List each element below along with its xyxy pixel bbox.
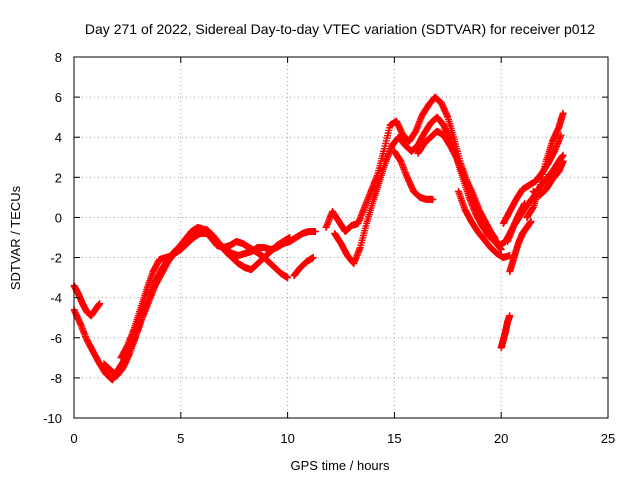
y-tick-label: 6	[55, 90, 62, 105]
series-arc-16	[523, 109, 567, 221]
y-axis-title: SDTVAR / TECUs	[8, 185, 23, 290]
x-tick-label: 10	[280, 431, 294, 446]
data-point	[557, 131, 565, 139]
data-point	[491, 234, 499, 241]
data-points	[70, 93, 567, 384]
plot-frame	[73, 56, 609, 419]
series-arc-4	[117, 223, 292, 362]
data-point	[527, 217, 535, 225]
data-point	[497, 246, 505, 254]
data-point	[96, 300, 104, 308]
y-tick-label: 4	[55, 130, 62, 145]
y-tick-label: 8	[55, 50, 62, 65]
ticks	[73, 56, 609, 419]
x-tick-label: 5	[177, 431, 184, 446]
data-point	[429, 195, 437, 203]
series-arc-14	[506, 217, 535, 276]
chart-title: Day 271 of 2022, Sidereal Day-to-day VTE…	[85, 21, 595, 37]
x-tick-label: 25	[601, 431, 615, 446]
y-tick-label: -6	[50, 331, 62, 346]
y-tick-label: -2	[50, 251, 62, 266]
tick-labels: 0 5 10 15 20 25 -10 -8 -6 -4 -2 0 2 4 6 8	[43, 50, 615, 446]
data-point	[286, 234, 294, 241]
x-tick-label: 0	[70, 431, 77, 446]
data-point	[311, 227, 319, 235]
series-arc-10	[454, 187, 514, 262]
data-point	[559, 151, 567, 159]
y-tick-label: -8	[50, 371, 62, 386]
y-tick-label: 2	[55, 170, 62, 185]
x-tick-label: 15	[387, 431, 401, 446]
data-point	[559, 109, 567, 117]
data-point	[309, 254, 317, 262]
x-tick-label: 20	[494, 431, 508, 446]
series-arc-2	[70, 282, 104, 320]
data-point	[284, 274, 292, 282]
series-arc-12	[499, 131, 565, 227]
x-axis-title: GPS time / hours	[291, 458, 390, 473]
series-arc-11	[497, 312, 514, 352]
y-tick-label: -10	[43, 411, 62, 426]
series-arc-9	[414, 127, 499, 241]
series-arc-5	[290, 254, 317, 280]
data-point	[506, 312, 514, 320]
data-point	[559, 157, 567, 165]
y-tick-label: 0	[55, 210, 62, 225]
series-arc-8	[390, 147, 437, 203]
y-tick-label: -4	[50, 291, 62, 306]
